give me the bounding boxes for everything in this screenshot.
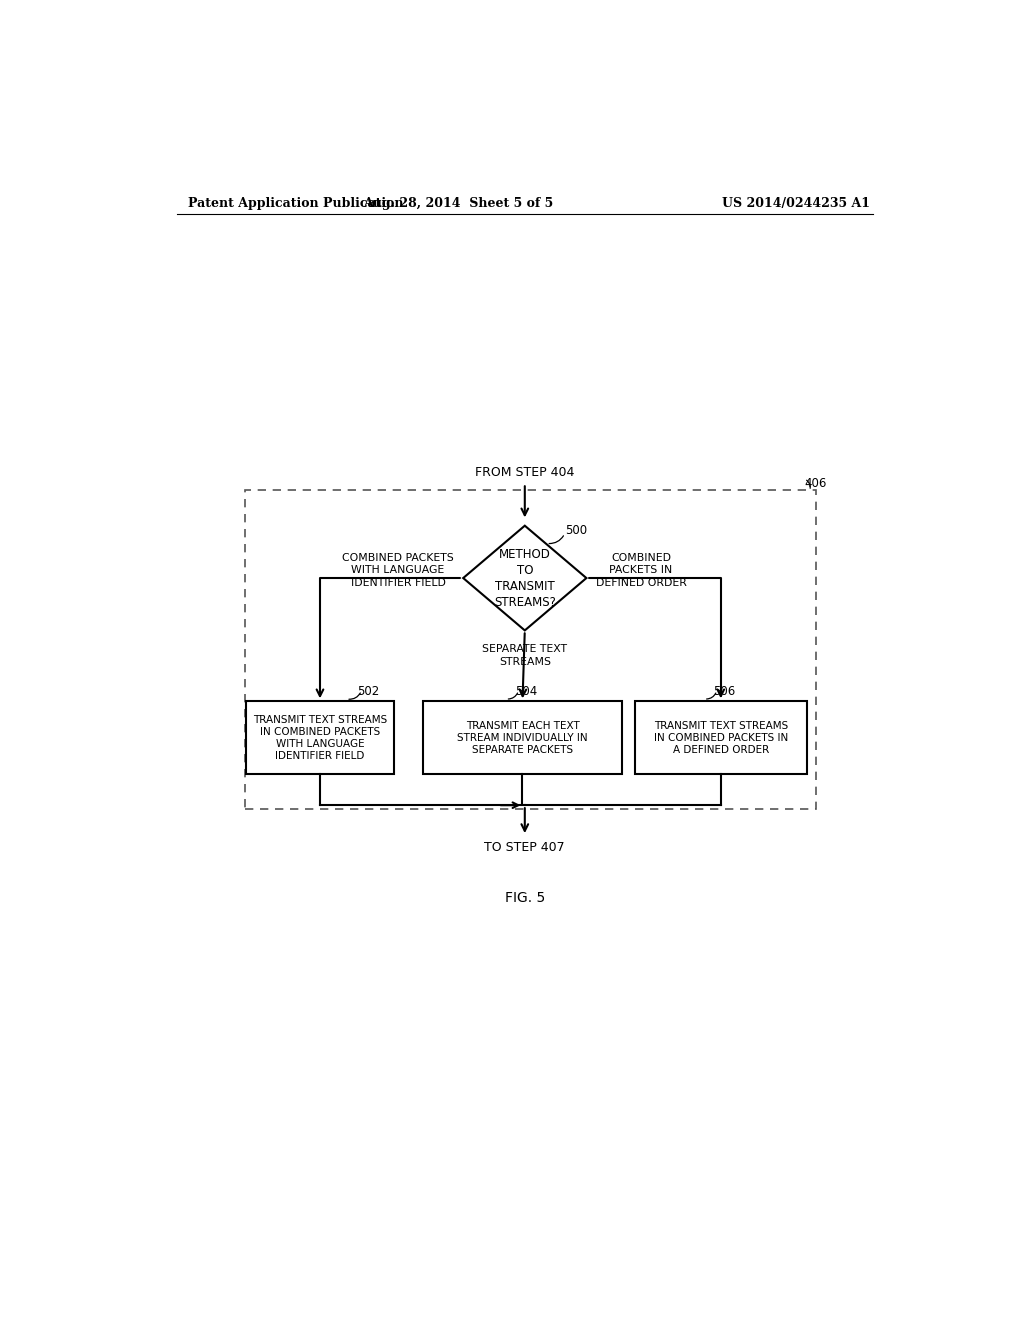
Bar	[635, 701, 807, 775]
Bar	[246, 701, 394, 775]
Text: 506: 506	[713, 685, 735, 698]
Text: 504: 504	[515, 685, 537, 698]
Text: 406: 406	[804, 477, 826, 490]
Text: COMBINED PACKETS
WITH LANGUAGE
IDENTIFIER FIELD: COMBINED PACKETS WITH LANGUAGE IDENTIFIE…	[342, 553, 454, 587]
Text: SEPARATE TEXT
STREAMS: SEPARATE TEXT STREAMS	[482, 644, 567, 667]
Text: 502: 502	[357, 685, 379, 698]
Text: 500: 500	[565, 524, 587, 537]
Text: METHOD
TO
TRANSMIT
STREAMS?: METHOD TO TRANSMIT STREAMS?	[494, 548, 556, 609]
Text: US 2014/0244235 A1: US 2014/0244235 A1	[722, 197, 869, 210]
Text: FIG. 5: FIG. 5	[505, 891, 545, 904]
Text: FROM STEP 404: FROM STEP 404	[475, 466, 574, 479]
Text: TRANSMIT TEXT STREAMS
IN COMBINED PACKETS
WITH LANGUAGE
IDENTIFIER FIELD: TRANSMIT TEXT STREAMS IN COMBINED PACKET…	[253, 715, 387, 760]
Text: Aug. 28, 2014  Sheet 5 of 5: Aug. 28, 2014 Sheet 5 of 5	[362, 197, 553, 210]
Text: TRANSMIT EACH TEXT
STREAM INDIVIDUALLY IN
SEPARATE PACKETS: TRANSMIT EACH TEXT STREAM INDIVIDUALLY I…	[457, 721, 588, 755]
Bar	[423, 701, 622, 775]
Text: TO STEP 407: TO STEP 407	[484, 841, 565, 854]
Text: TRANSMIT TEXT STREAMS
IN COMBINED PACKETS IN
A DEFINED ORDER: TRANSMIT TEXT STREAMS IN COMBINED PACKET…	[653, 721, 787, 755]
Bar	[245, 490, 816, 809]
Text: Patent Application Publication: Patent Application Publication	[188, 197, 403, 210]
Text: COMBINED
PACKETS IN
DEFINED ORDER: COMBINED PACKETS IN DEFINED ORDER	[596, 553, 686, 587]
